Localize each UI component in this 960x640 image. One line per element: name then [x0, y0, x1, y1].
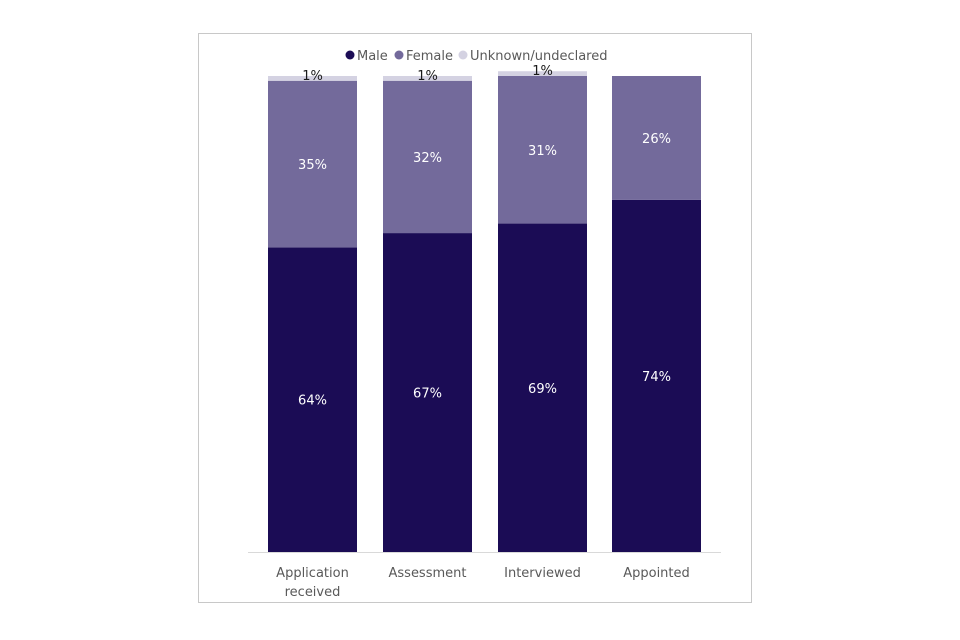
legend-label-female: Female	[406, 49, 453, 64]
bar-unknown-undeclared-interviewed	[498, 71, 587, 76]
bar-female-application-received	[268, 80, 357, 248]
legend-item-female: Female	[394, 49, 453, 64]
data-label-unknown-undeclared-interviewed: 1%	[532, 64, 553, 79]
x-tick-label-appointed: Appointed	[623, 566, 690, 581]
legend-marker-male	[345, 50, 355, 60]
data-label-unknown-undeclared-application-received: 1%	[302, 69, 323, 84]
data-label-female-assessment: 32%	[413, 151, 442, 166]
x-tick-label-assessment: Assessment	[389, 566, 467, 581]
bar-male-interviewed	[498, 223, 587, 552]
legend-label-unknown-undeclared: Unknown/undeclared	[470, 49, 608, 64]
data-label-unknown-undeclared-assessment: 1%	[417, 69, 438, 84]
data-label-male-appointed: 74%	[642, 370, 671, 385]
bar-unknown-undeclared-application-received	[268, 76, 357, 81]
chart-legend: Male Female Unknown/undeclared	[345, 49, 608, 64]
bar-female-interviewed	[498, 76, 587, 224]
data-label-male-assessment: 67%	[413, 387, 442, 402]
bar-male-application-received	[268, 247, 357, 553]
legend-label-male: Male	[357, 49, 388, 64]
data-label-male-interviewed: 69%	[528, 382, 557, 397]
bar-male-assessment	[383, 233, 472, 552]
legend-item-unknown-undeclared: Unknown/undeclared	[458, 49, 608, 64]
x-tick-labels: Application received Assessment Interviewed…	[276, 566, 690, 600]
x-tick-label-application-received: Application received	[276, 566, 349, 600]
data-label-female-interviewed: 31%	[528, 144, 557, 159]
data-labels-group: 64% 35% 1% 67% 32% 1% 69% 31% 1% 74% 26%	[298, 64, 671, 408]
bar-male-appointed	[612, 199, 701, 552]
bar-female-assessment	[383, 80, 472, 234]
legend-marker-unknown-undeclared	[458, 50, 468, 60]
legend-item-male: Male	[345, 49, 388, 64]
data-label-female-application-received: 35%	[298, 158, 327, 173]
bars-group	[268, 71, 701, 553]
bar-female-appointed	[612, 76, 701, 200]
x-tick-label-interviewed: Interviewed	[504, 566, 581, 581]
data-label-male-application-received: 64%	[298, 394, 327, 409]
data-label-female-appointed: 26%	[642, 132, 671, 147]
legend-marker-female	[394, 50, 404, 60]
bar-unknown-undeclared-assessment	[383, 76, 472, 81]
